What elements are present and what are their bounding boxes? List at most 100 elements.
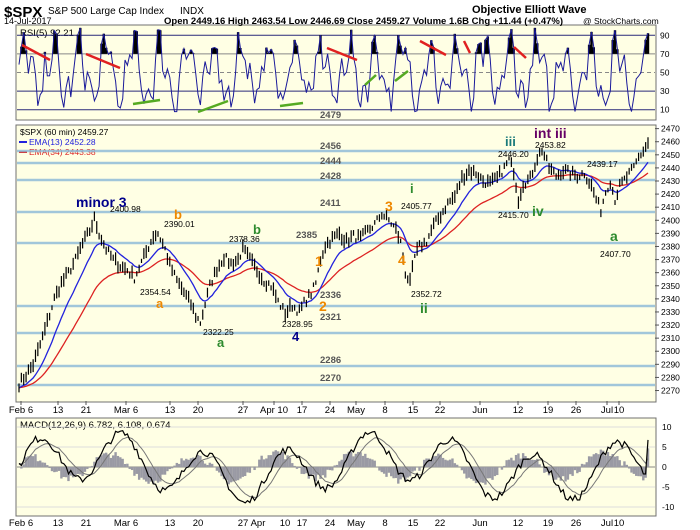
- macd-histogram-bar: [248, 467, 252, 473]
- macd-histogram-bar: [57, 467, 61, 471]
- macd-histogram-bar: [394, 467, 398, 479]
- x-tick-label: Apr 10: [260, 405, 288, 416]
- macd-histogram-bar: [232, 467, 235, 482]
- wave-label: 2: [319, 298, 327, 314]
- macd-histogram-bar: [137, 467, 141, 480]
- macd-histogram-bar: [538, 464, 541, 467]
- macd-histogram-bar: [53, 467, 56, 473]
- index-name: S&P 500 Large Cap Index: [48, 6, 164, 17]
- y-tick-label: 2360: [661, 268, 680, 278]
- macd-histogram-bar: [413, 467, 416, 471]
- macd-histogram-bar: [100, 455, 103, 467]
- macd-histogram-bar: [547, 467, 551, 476]
- rsi-divergence-green: [197, 99, 229, 114]
- macd-histogram-bar: [639, 467, 643, 477]
- macd-histogram-bar: [349, 451, 353, 467]
- macd-histogram-bar: [543, 467, 546, 473]
- rsi-divergence-green: [364, 74, 377, 86]
- price-label: 2354.54: [140, 287, 171, 297]
- macd-histogram-bar: [373, 460, 376, 467]
- macd-histogram-bar: [368, 458, 372, 467]
- macd-histogram-bar: [517, 453, 520, 467]
- x-tick-label: 17: [297, 405, 308, 416]
- macd-histogram-bar: [627, 467, 631, 469]
- rsi-divergence-green: [394, 70, 409, 82]
- level-label: 2456: [320, 141, 341, 152]
- x-tick-label: 8: [382, 405, 387, 416]
- macd-histogram-bar: [406, 467, 409, 478]
- macd-x-tick-label: Jun: [472, 518, 487, 529]
- macd-histogram-bar: [576, 467, 579, 474]
- macd-histogram-bar: [140, 467, 143, 478]
- level-label: 2286: [320, 355, 341, 366]
- macd-histogram-bar: [342, 454, 346, 467]
- wave-label: 1: [315, 253, 323, 269]
- level-label: 2321: [320, 312, 342, 323]
- wave-label: minor 3: [76, 194, 127, 210]
- x-tick-label: 13: [53, 405, 64, 416]
- macd-histogram-bar: [382, 467, 386, 474]
- macd-histogram-bar: [335, 464, 339, 467]
- macd-histogram-bar: [366, 457, 369, 467]
- macd-histogram-bar: [503, 465, 506, 467]
- macd-histogram-bar: [597, 454, 600, 467]
- y-tick-label: 2370: [661, 255, 680, 265]
- macd-histogram-bar: [93, 461, 96, 467]
- macd-histogram-bar: [152, 467, 155, 484]
- price-label: 2352.72: [411, 289, 442, 299]
- macd-histogram-bar: [491, 467, 494, 480]
- date-label: 14-Jul-2017: [4, 16, 52, 26]
- macd-histogram-bar: [385, 467, 388, 477]
- macd-x-tick-label: Mar 6: [114, 518, 138, 529]
- price-label: 2378.36: [229, 234, 260, 244]
- macd-histogram-bar: [182, 460, 186, 467]
- macd-histogram-bar: [116, 455, 120, 467]
- price-bars: [18, 137, 649, 393]
- x-tick-label: 12: [513, 405, 524, 416]
- macd-histogram-bar: [133, 467, 136, 476]
- x-tick-label: 27: [238, 405, 249, 416]
- macd-histogram-bar: [545, 467, 548, 472]
- macd-histogram-bar: [510, 457, 513, 467]
- macd-histogram-bar: [463, 467, 466, 474]
- rsi-divergence-green: [132, 98, 161, 106]
- macd-histogram: [20, 448, 650, 485]
- macd-x-tick-label: 26: [571, 518, 582, 529]
- macd-tick-label: -5: [662, 482, 670, 492]
- macd-histogram-bar: [180, 458, 183, 467]
- macd-histogram-bar: [145, 467, 148, 482]
- y-tick-label: 2440: [661, 163, 680, 173]
- macd-histogram-bar: [587, 456, 591, 467]
- macd-histogram-bar: [210, 463, 214, 467]
- macd-histogram-bar: [48, 467, 51, 469]
- macd-histogram-bar: [531, 459, 534, 467]
- macd-histogram-bar: [236, 467, 240, 481]
- macd-histogram-bar: [354, 453, 358, 467]
- macd-histogram-bar: [566, 467, 570, 480]
- macd-histogram-bar: [201, 460, 204, 467]
- macd-histogram-bar: [422, 459, 426, 467]
- price-label: 2446.20: [498, 149, 529, 159]
- macd-histogram-bar: [192, 457, 195, 467]
- macd-histogram-bar: [536, 458, 539, 467]
- macd-histogram-bar: [215, 467, 219, 471]
- macd-histogram-bar: [316, 467, 320, 475]
- macd-histogram-bar: [149, 467, 153, 482]
- macd-histogram-bar: [623, 461, 626, 467]
- macd-histogram-bar: [260, 455, 263, 467]
- macd-histogram-bar: [234, 467, 237, 481]
- macd-histogram-bar: [439, 454, 442, 467]
- macd-histogram-bar: [302, 467, 306, 475]
- macd-histogram-bar: [606, 452, 610, 467]
- macd-histogram-bar: [22, 464, 25, 467]
- macd-histogram-bar: [564, 467, 567, 482]
- macd-histogram-bar: [512, 460, 515, 467]
- y-tick-label: 2310: [661, 333, 680, 343]
- y-tick-label: 2450: [661, 150, 680, 160]
- macd-histogram-bar: [340, 459, 343, 467]
- macd-histogram-bar: [470, 467, 473, 480]
- macd-tick-label: 0: [662, 462, 667, 472]
- level-label: 2270: [320, 373, 341, 384]
- macd-histogram-bar: [76, 467, 80, 474]
- macd-x-tick-label: Feb 6: [9, 518, 33, 529]
